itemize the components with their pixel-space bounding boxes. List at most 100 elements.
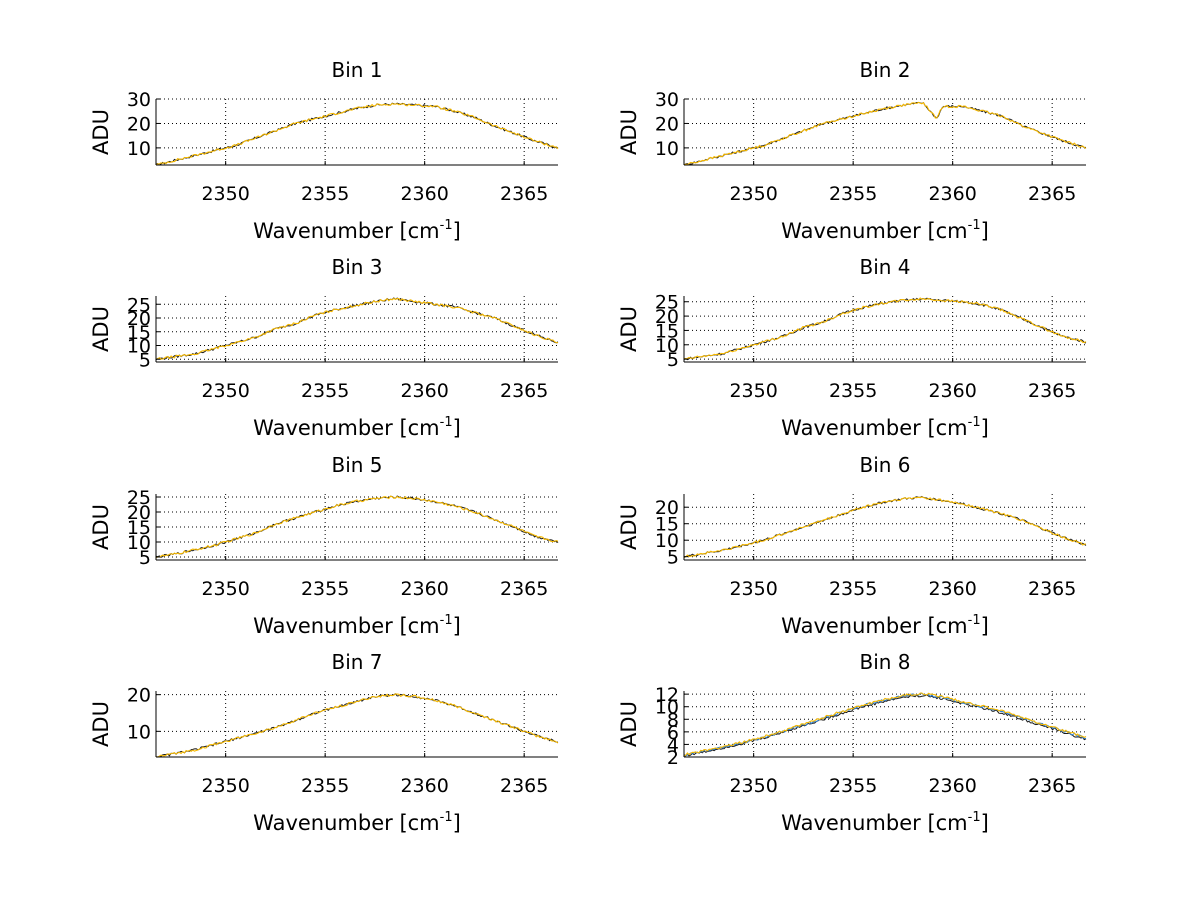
x-tick-label: 2365 <box>500 380 548 402</box>
y-axis-label: ADU <box>617 701 641 747</box>
y-tick-label: 8 <box>667 709 679 731</box>
series-line <box>683 101 1087 166</box>
y-tick-label: 10 <box>127 336 151 358</box>
x-axis-label-close: ] <box>981 416 989 440</box>
x-tick-label: 2360 <box>400 578 448 600</box>
x-tick-label: 2365 <box>500 775 548 797</box>
y-tick-label: 15 <box>655 320 679 342</box>
x-tick-label: 2355 <box>301 578 349 600</box>
subplot-title: Bin 5 <box>331 453 382 477</box>
x-tick-label: 2365 <box>500 183 548 205</box>
series-line <box>155 495 559 559</box>
x-tick-label: 2350 <box>201 380 249 402</box>
y-tick-label: 20 <box>655 497 679 519</box>
y-tick-label: 15 <box>655 514 679 536</box>
x-axis-label: Wavenumber [cm-1] <box>781 218 989 243</box>
x-axis-label: Wavenumber [cm-1] <box>253 218 461 243</box>
x-tick-label: 2360 <box>400 775 448 797</box>
y-tick-label: 5 <box>667 349 679 371</box>
y-tick-label: 10 <box>655 335 679 357</box>
y-tick-label: 20 <box>127 502 151 524</box>
x-axis-label-main: Wavenumber [cm <box>781 614 967 638</box>
x-tick-label: 2350 <box>729 775 777 797</box>
y-tick-label: 20 <box>655 113 679 135</box>
x-tick-label: 2360 <box>400 380 448 402</box>
x-tick-label: 2360 <box>928 183 976 205</box>
series-line <box>155 102 559 166</box>
subplot-title: Bin 3 <box>331 255 382 279</box>
y-axis-label: ADU <box>89 504 113 550</box>
y-tick-label: 12 <box>655 684 679 706</box>
series-line <box>155 495 559 558</box>
x-axis-label-main: Wavenumber [cm <box>781 811 967 835</box>
x-axis-label-superscript: -1 <box>440 810 453 825</box>
x-tick-label: 2355 <box>301 380 349 402</box>
x-axis-label-close: ] <box>981 811 989 835</box>
x-axis-label: Wavenumber [cm-1] <box>253 613 461 638</box>
subplot-title: Bin 6 <box>859 453 910 477</box>
y-tick-label: 25 <box>655 292 679 314</box>
x-axis-label-superscript: -1 <box>968 218 981 233</box>
y-tick-label: 30 <box>127 89 151 111</box>
y-tick-label: 4 <box>667 734 679 756</box>
series-line <box>155 102 559 166</box>
x-tick-label: 2360 <box>928 578 976 600</box>
series-line <box>683 694 1087 757</box>
x-tick-label: 2365 <box>500 578 548 600</box>
x-axis-label: Wavenumber [cm-1] <box>253 415 461 440</box>
x-axis-label-superscript: -1 <box>968 613 981 628</box>
x-axis-label: Wavenumber [cm-1] <box>253 810 461 835</box>
series-line <box>155 297 559 361</box>
y-tick-label: 20 <box>655 306 679 328</box>
y-axis-label: ADU <box>617 109 641 155</box>
x-tick-label: 2355 <box>829 775 877 797</box>
x-tick-label: 2350 <box>729 183 777 205</box>
x-tick-label: 2365 <box>1028 380 1076 402</box>
series-line <box>683 496 1087 558</box>
y-tick-label: 20 <box>127 308 151 330</box>
x-axis-label-close: ] <box>453 219 461 243</box>
series-line <box>155 693 559 758</box>
subplot-title: Bin 7 <box>331 650 382 674</box>
x-tick-label: 2355 <box>829 380 877 402</box>
series-line <box>683 297 1087 361</box>
x-tick-label: 2365 <box>1028 578 1076 600</box>
y-axis-label: ADU <box>617 306 641 352</box>
x-tick-label: 2350 <box>201 578 249 600</box>
x-axis-label-superscript: -1 <box>440 613 453 628</box>
x-tick-label: 2355 <box>301 183 349 205</box>
y-tick-label: 6 <box>667 722 679 744</box>
x-tick-label: 2355 <box>301 775 349 797</box>
y-tick-label: 5 <box>139 547 151 569</box>
x-axis-label-main: Wavenumber [cm <box>253 811 439 835</box>
series-line <box>155 297 559 360</box>
x-axis-label-main: Wavenumber [cm <box>253 416 439 440</box>
series-line <box>683 495 1087 559</box>
x-tick-label: 2350 <box>201 775 249 797</box>
x-axis-label-close: ] <box>981 614 989 638</box>
series-line <box>683 297 1087 360</box>
y-tick-label: 15 <box>127 517 151 539</box>
x-axis-label-main: Wavenumber [cm <box>781 219 967 243</box>
y-tick-label: 10 <box>655 138 679 160</box>
series-line <box>683 101 1087 166</box>
x-tick-label: 2355 <box>829 183 877 205</box>
y-tick-label: 10 <box>655 697 679 719</box>
x-axis-label-superscript: -1 <box>968 810 981 825</box>
subplot-title: Bin 8 <box>859 650 910 674</box>
x-axis-label-close: ] <box>981 219 989 243</box>
y-axis-label: ADU <box>89 306 113 352</box>
x-axis-label: Wavenumber [cm-1] <box>781 613 989 638</box>
y-tick-label: 5 <box>667 547 679 569</box>
y-tick-label: 10 <box>127 138 151 160</box>
x-tick-label: 2355 <box>829 578 877 600</box>
subplot-title: Bin 4 <box>859 255 910 279</box>
x-tick-label: 2365 <box>1028 775 1076 797</box>
